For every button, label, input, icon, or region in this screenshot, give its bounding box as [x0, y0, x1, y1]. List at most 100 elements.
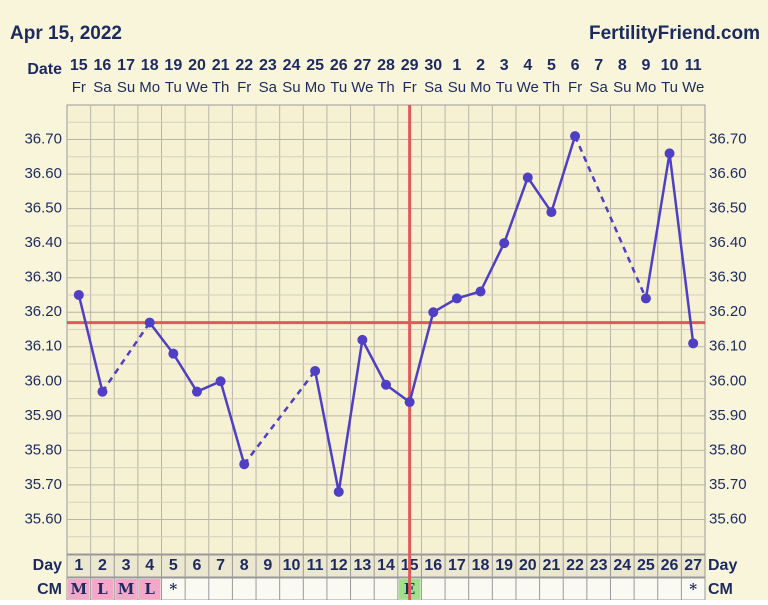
- date-label: 30: [424, 57, 442, 74]
- temperature-point: [570, 131, 581, 142]
- weekday-label: Su: [117, 79, 135, 96]
- date-label: 16: [94, 57, 112, 74]
- date-label: 7: [594, 57, 603, 74]
- day-number: 18: [472, 557, 490, 574]
- cm-code: M: [71, 580, 88, 598]
- date-label: 28: [377, 57, 395, 74]
- temperature-point: [191, 386, 202, 397]
- weekday-label: Sa: [259, 79, 278, 96]
- day-number: 6: [193, 557, 202, 574]
- y-tick-label: 36.00: [24, 372, 62, 389]
- day-number: 13: [353, 557, 371, 574]
- date-label: 18: [141, 57, 159, 74]
- weekday-label: Th: [212, 79, 230, 96]
- temperature-point: [640, 293, 651, 304]
- date-label: 5: [547, 57, 556, 74]
- date-label: 4: [523, 57, 532, 74]
- temperature-point: [664, 148, 675, 159]
- temperature-point: [144, 317, 155, 328]
- weekday-label: Th: [543, 79, 561, 96]
- y-tick-label-right: 36.10: [709, 338, 747, 355]
- weekday-label: We: [186, 79, 208, 96]
- weekday-label: Tu: [496, 79, 513, 96]
- y-tick-label-right: 36.60: [709, 165, 747, 182]
- temperature-point: [215, 376, 226, 387]
- y-tick-label: 35.80: [24, 441, 62, 458]
- day-number: 3: [122, 557, 131, 574]
- weekday-label: Su: [448, 79, 466, 96]
- weekday-label: We: [682, 79, 704, 96]
- temperature-point: [310, 365, 321, 376]
- day-number: 27: [684, 557, 702, 574]
- day-number: 2: [98, 557, 107, 574]
- temperature-point: [688, 338, 699, 349]
- y-tick-label-right: 35.60: [709, 510, 747, 527]
- day-label-right: Day: [708, 557, 737, 574]
- temperature-point: [404, 397, 415, 408]
- day-number: 20: [519, 557, 537, 574]
- day-number: 25: [637, 557, 655, 574]
- weekday-label: We: [351, 79, 373, 96]
- cm-code: L: [144, 580, 155, 598]
- weekday-label: Fr: [237, 79, 251, 96]
- date-label: 20: [188, 57, 206, 74]
- day-number: 26: [661, 557, 679, 574]
- weekday-label: Sa: [589, 79, 608, 96]
- day-number: 17: [448, 557, 466, 574]
- cm-code: M: [118, 580, 135, 598]
- temperature-point: [546, 207, 557, 218]
- chart-date: Apr 15, 2022: [10, 23, 122, 44]
- temperature-point: [381, 379, 391, 390]
- temperature-point: [239, 459, 250, 470]
- date-label: 21: [212, 57, 230, 74]
- day-number: 8: [240, 557, 249, 574]
- cm-code: L: [97, 580, 108, 598]
- temperature-point: [499, 238, 510, 249]
- cm-cell: [115, 579, 137, 599]
- weekday-label: Fr: [403, 79, 417, 96]
- weekday-label: Mo: [305, 79, 326, 96]
- weekday-label: Tu: [165, 79, 182, 96]
- day-label: Day: [33, 557, 62, 574]
- y-tick-label: 35.60: [24, 510, 62, 527]
- y-tick-label: 36.40: [24, 234, 62, 251]
- y-tick-label-right: 36.40: [709, 234, 747, 251]
- day-number: 1: [74, 557, 83, 574]
- date-label: 15: [70, 57, 88, 74]
- weekday-label: Mo: [470, 79, 491, 96]
- weekday-label: Tu: [661, 79, 678, 96]
- date-label: 25: [306, 57, 324, 74]
- weekday-label: We: [517, 79, 539, 96]
- weekday-label: Sa: [93, 79, 112, 96]
- date-label: 24: [283, 57, 301, 74]
- cm-cell: [68, 579, 90, 599]
- y-tick-label-right: 36.50: [709, 200, 747, 217]
- day-number: 11: [307, 557, 324, 574]
- y-tick-label-right: 35.80: [709, 441, 747, 458]
- cm-cell: [138, 579, 161, 599]
- day-number: 7: [216, 557, 225, 574]
- temperature-point: [475, 286, 486, 297]
- day-number: 23: [590, 557, 608, 574]
- site-name: FertilityFriend.com: [589, 23, 760, 44]
- temperature-point: [428, 307, 439, 318]
- temperature-point: [451, 293, 462, 304]
- temperature-point: [168, 348, 179, 359]
- y-tick-label: 36.30: [24, 269, 62, 286]
- day-number: 19: [495, 557, 513, 574]
- y-tick-label-right: 35.90: [709, 407, 747, 424]
- temperature-point: [333, 486, 344, 497]
- weekday-label: Tu: [330, 79, 347, 96]
- y-tick-label: 36.20: [24, 303, 62, 320]
- cm-code: *: [169, 580, 177, 598]
- gap-bridge: [101, 321, 151, 393]
- cm-row: [66, 577, 706, 601]
- weekday-label: Fr: [568, 79, 582, 96]
- day-number: 16: [424, 557, 442, 574]
- temperature-point: [522, 172, 533, 183]
- day-number: 10: [283, 557, 301, 574]
- y-tick-label-right: 35.70: [709, 476, 747, 493]
- date-label: 3: [500, 57, 509, 74]
- cm-label: CM: [37, 581, 62, 598]
- day-number: 24: [613, 557, 631, 574]
